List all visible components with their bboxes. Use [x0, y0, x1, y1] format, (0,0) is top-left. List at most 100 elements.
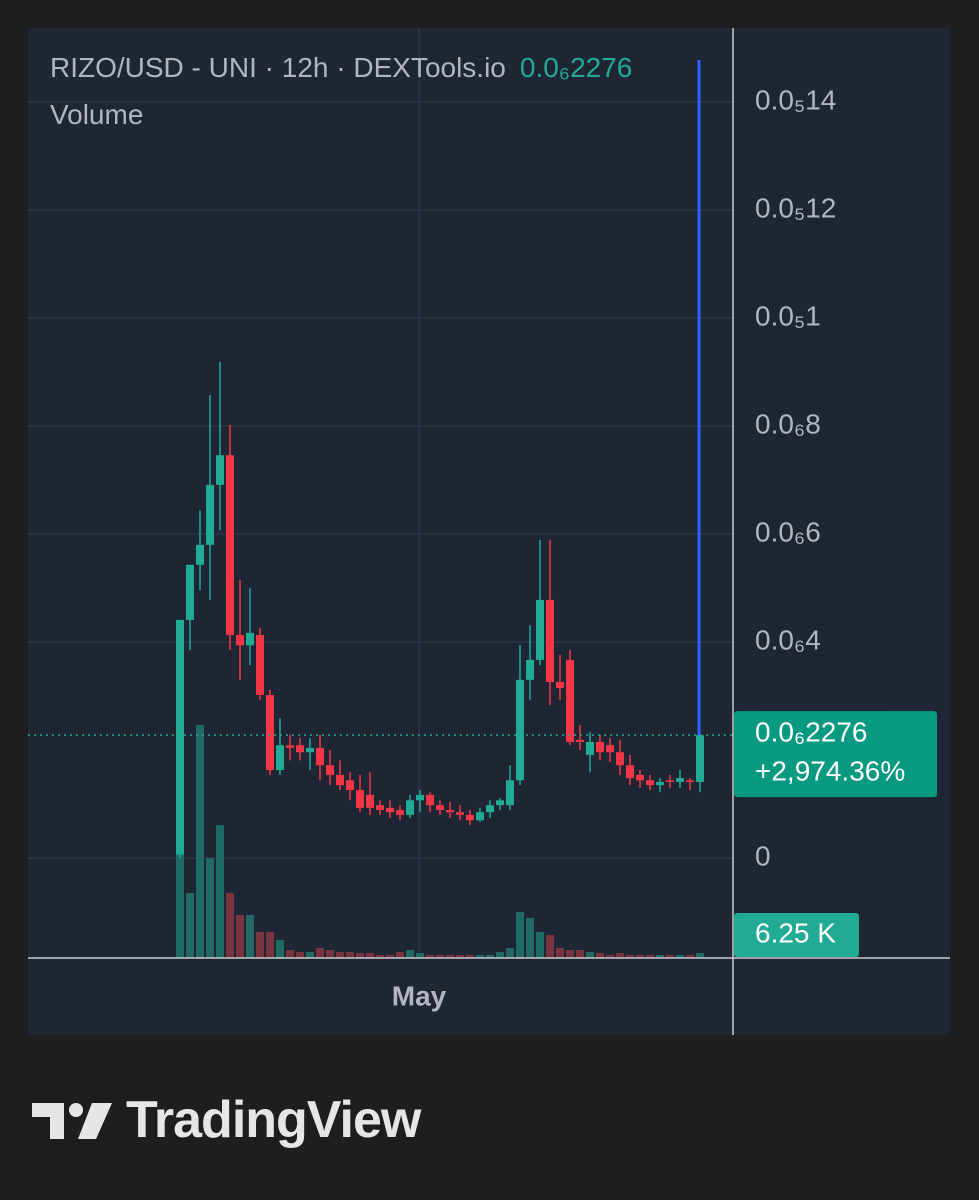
y-tick-label: 0.0₅12 [755, 192, 836, 223]
candle-body [496, 800, 504, 806]
candle-body [246, 632, 254, 646]
candle-body [436, 805, 444, 811]
volume-bar [576, 950, 584, 958]
candle-body [316, 747, 324, 766]
volume-bar [516, 912, 524, 958]
last-volume-box [734, 913, 859, 957]
volume-bar [386, 955, 394, 958]
candle-body [626, 765, 634, 779]
candles [28, 361, 733, 859]
volume-bar [436, 955, 444, 958]
volume-bar [696, 953, 704, 958]
volume-bar [296, 952, 304, 958]
candle-body [446, 810, 454, 813]
volume-bar [286, 950, 294, 958]
volume-pane [176, 725, 704, 958]
candle-body [386, 807, 394, 813]
volume-bar [316, 948, 324, 958]
candle-body [456, 812, 464, 815]
candle-body [586, 741, 594, 755]
candle-body [296, 745, 304, 753]
candle-body [606, 745, 614, 753]
y-tick-label: 0.0₅14 [755, 84, 836, 115]
volume-bar [626, 955, 634, 958]
volume-bar [506, 948, 514, 958]
candle-body [276, 745, 284, 771]
candle-body [356, 790, 364, 808]
candle-body [326, 765, 334, 775]
candle-body [646, 780, 654, 786]
last-price-label: 0.0₆2276 [755, 717, 868, 748]
candle-body [176, 619, 184, 855]
volume-bar [556, 948, 564, 958]
candle-body [366, 794, 374, 808]
y-tick-label: 0.0₅1 [755, 300, 821, 331]
volume-bar [306, 952, 314, 958]
candle-body [346, 780, 354, 791]
candle-body [616, 752, 624, 766]
candle-body [206, 484, 214, 545]
candle-body [236, 635, 244, 646]
volume-bar [176, 855, 184, 958]
candle-body [426, 794, 434, 806]
y-tick-label: 0 [755, 840, 771, 871]
volume-bar [416, 953, 424, 958]
candle-body [336, 774, 344, 786]
candle-body [686, 780, 694, 782]
volume-bar [346, 952, 354, 958]
volume-bar [526, 918, 534, 958]
volume-bar [656, 955, 664, 958]
candle-body [306, 747, 314, 753]
volume-bar [686, 955, 694, 958]
volume-bar [566, 950, 574, 958]
grid [28, 28, 733, 958]
candle-body [556, 682, 564, 688]
candle-body [216, 455, 224, 485]
candle-body [226, 455, 234, 636]
candle-body [656, 781, 664, 786]
candle-body [696, 735, 704, 782]
volume-bar [476, 955, 484, 958]
candle-body [666, 780, 674, 782]
volume-bar [636, 955, 644, 958]
last-volume-label: 6.25 K [755, 917, 836, 948]
volume-title: Volume [50, 99, 144, 130]
volume-bar [486, 955, 494, 958]
y-tick-label: 0.0₆8 [755, 408, 821, 439]
volume-bar [496, 952, 504, 958]
volume-bar [256, 932, 264, 958]
last-price-box [734, 711, 937, 798]
candle-body [376, 805, 384, 811]
volume-bar [336, 952, 344, 958]
candle-body [396, 810, 404, 815]
volume-bar [546, 935, 554, 958]
candle-body [536, 599, 544, 660]
x-tick-label: May [392, 980, 447, 1011]
candle-body [266, 694, 274, 771]
change-label: +2,974.36% [755, 756, 905, 787]
brand: TradingView [30, 1085, 421, 1155]
candle-body [186, 564, 194, 620]
volume-bar [356, 953, 364, 958]
volume-bar [216, 825, 224, 958]
volume-bar [276, 940, 284, 958]
candle-body [636, 774, 644, 781]
candle-body [416, 794, 424, 801]
volume-bar [456, 955, 464, 958]
brand-logo [32, 1103, 112, 1139]
header-price: 0.0₆2276 [519, 52, 633, 83]
volume-bar [226, 893, 234, 958]
volume-bar [186, 893, 194, 958]
candle-body [466, 814, 474, 821]
candle-body [566, 659, 574, 742]
chart-header: RIZO/USD - UNI · 12h · DEXTools.io 0.0₆22… [50, 52, 733, 84]
volume-bar [606, 955, 614, 958]
volume-bar [666, 955, 674, 958]
volume-bar [366, 953, 374, 958]
axes [28, 28, 950, 1035]
candle-body [286, 745, 294, 748]
volume-bar [326, 950, 334, 958]
volume-bar [426, 955, 434, 958]
